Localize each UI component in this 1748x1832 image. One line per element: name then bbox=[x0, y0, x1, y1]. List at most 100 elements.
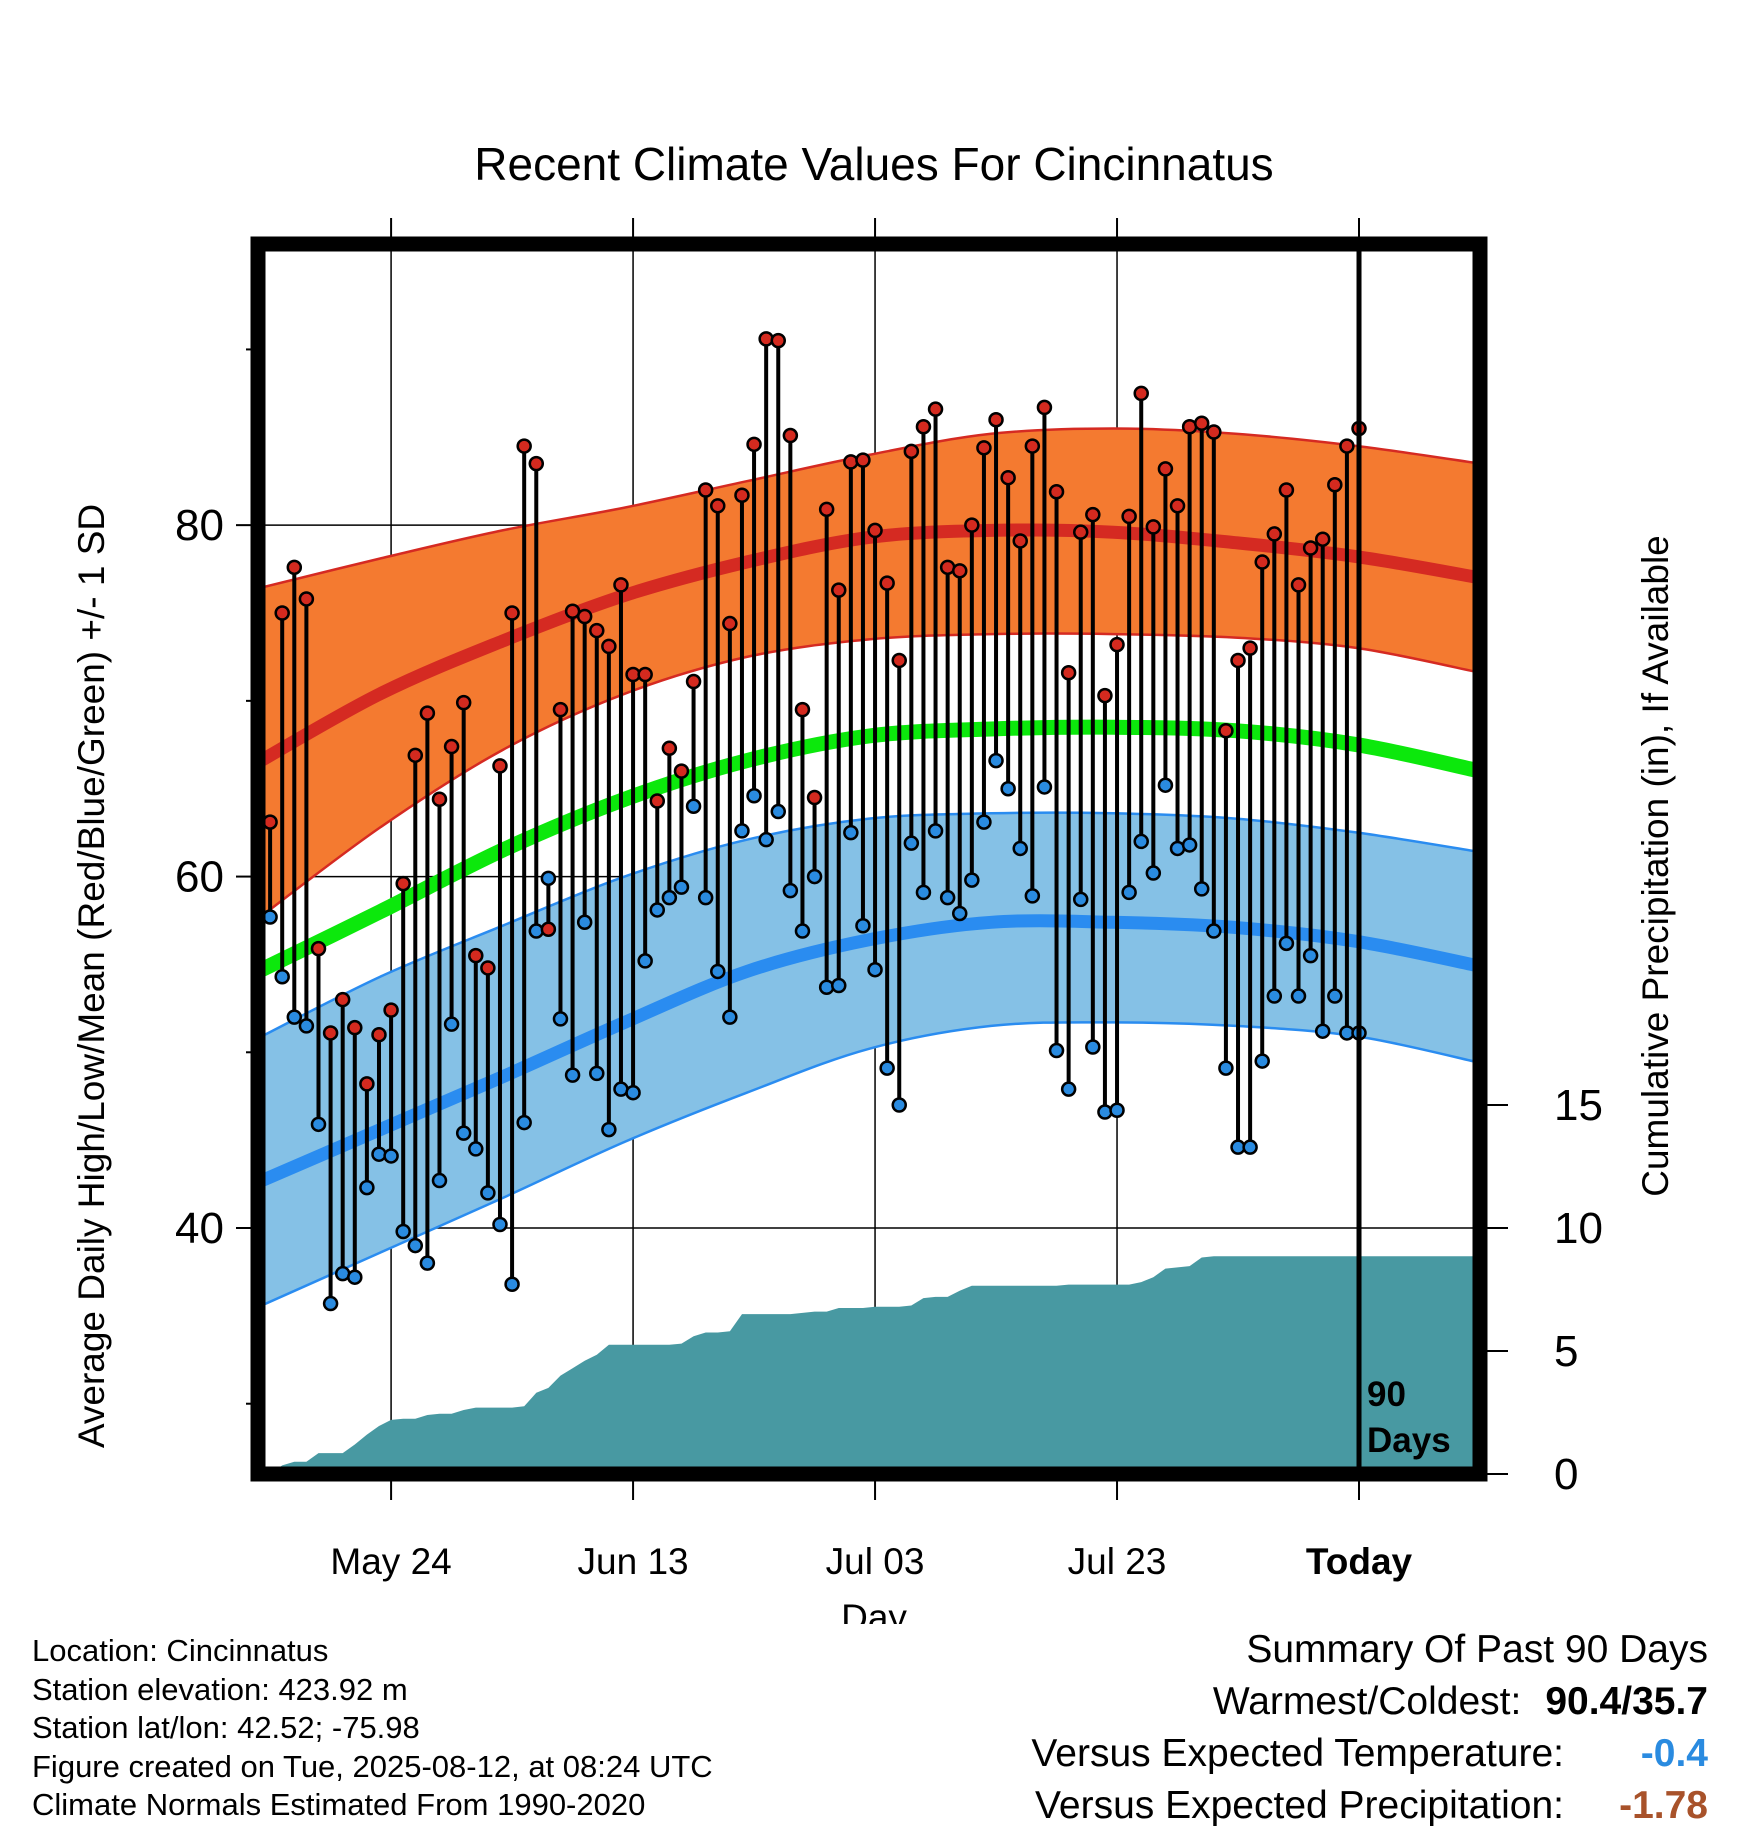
low-point-19 bbox=[492, 1216, 508, 1233]
low-point-13 bbox=[419, 1255, 436, 1271]
low-point-28 bbox=[601, 1121, 617, 1138]
high-point-2 bbox=[286, 559, 303, 576]
low-point-66 bbox=[1060, 1081, 1077, 1097]
low-point-42 bbox=[770, 803, 787, 820]
low-point-20 bbox=[504, 1276, 520, 1292]
high-point-75 bbox=[1169, 498, 1186, 514]
high-point-6 bbox=[334, 991, 351, 1008]
temp-label: Versus Expected Temperature: bbox=[1031, 1732, 1564, 1775]
high-point-55 bbox=[927, 401, 944, 417]
low-point-72 bbox=[1133, 833, 1149, 850]
high-point-58 bbox=[964, 517, 980, 533]
high-point-7 bbox=[347, 1019, 363, 1036]
high-point-22 bbox=[528, 455, 545, 472]
low-point-31 bbox=[637, 953, 653, 969]
high-point-26 bbox=[576, 608, 593, 625]
low-point-5 bbox=[322, 1295, 339, 1312]
high-point-39 bbox=[734, 487, 750, 504]
low-sd-band bbox=[258, 811, 1480, 1309]
low-point-9 bbox=[371, 1146, 387, 1162]
high-point-9 bbox=[371, 1026, 387, 1043]
high-point-87 bbox=[1314, 531, 1331, 547]
low-point-18 bbox=[480, 1185, 496, 1201]
high-point-32 bbox=[649, 793, 666, 809]
high-point-11 bbox=[395, 875, 411, 892]
high-point-73 bbox=[1145, 519, 1162, 535]
low-point-7 bbox=[347, 1269, 363, 1285]
low-point-16 bbox=[455, 1125, 472, 1141]
high-point-33 bbox=[661, 740, 678, 757]
low-point-26 bbox=[576, 914, 593, 931]
high-point-51 bbox=[879, 575, 895, 591]
high-point-89 bbox=[1339, 438, 1355, 454]
low-point-55 bbox=[927, 823, 944, 839]
high-point-5 bbox=[322, 1025, 339, 1041]
high-point-53 bbox=[903, 443, 920, 460]
low-point-88 bbox=[1327, 988, 1343, 1004]
high-point-62 bbox=[1012, 533, 1028, 549]
high-point-74 bbox=[1157, 461, 1174, 477]
temp-value: -0.4 bbox=[1640, 1732, 1708, 1775]
warm-cold-value: 90.4/35.7 bbox=[1545, 1680, 1708, 1723]
low-point-41 bbox=[758, 831, 774, 848]
location-text: Location: Cincinnatus bbox=[32, 1633, 329, 1668]
high-point-47 bbox=[831, 582, 847, 598]
x-tick-label-2: Jul 03 bbox=[826, 1541, 925, 1582]
low-point-46 bbox=[818, 979, 835, 996]
low-point-14 bbox=[431, 1172, 448, 1189]
warm-cold-label: Warmest/Coldest: bbox=[1212, 1680, 1522, 1723]
high-point-49 bbox=[855, 452, 871, 468]
low-point-3 bbox=[298, 1018, 315, 1034]
high-point-0 bbox=[262, 814, 278, 830]
high-point-37 bbox=[710, 498, 726, 514]
low-point-36 bbox=[697, 889, 714, 906]
high-point-80 bbox=[1230, 652, 1246, 669]
high-point-60 bbox=[988, 411, 1004, 428]
high-point-63 bbox=[1024, 438, 1041, 454]
low-point-65 bbox=[1048, 1042, 1065, 1059]
high-point-24 bbox=[552, 701, 569, 718]
high-point-79 bbox=[1218, 722, 1234, 739]
low-point-22 bbox=[528, 923, 545, 939]
low-point-58 bbox=[964, 872, 980, 888]
y2-tick-label-2: 10 bbox=[1554, 1204, 1603, 1253]
x-tick-label-0: May 24 bbox=[330, 1541, 451, 1582]
low-point-35 bbox=[685, 798, 702, 815]
high-point-41 bbox=[758, 331, 774, 347]
high-point-20 bbox=[504, 605, 520, 621]
axes: May 24 Jun 13 Jul 03 Jul 23 Today 40 60 80 0 5 10 1… bbox=[175, 218, 1603, 1582]
y-axis-label: Average Daily High/Low/Mean (Red/Blue/Gr… bbox=[71, 504, 112, 1448]
high-point-84 bbox=[1278, 482, 1295, 498]
low-point-40 bbox=[746, 787, 762, 804]
high-point-12 bbox=[407, 747, 424, 764]
low-point-70 bbox=[1109, 1102, 1125, 1119]
high-point-67 bbox=[1072, 524, 1089, 540]
high-point-72 bbox=[1133, 385, 1149, 402]
low-point-23 bbox=[540, 870, 557, 887]
x-tick-label-4: Today bbox=[1306, 1541, 1413, 1582]
high-point-43 bbox=[782, 427, 799, 444]
low-point-86 bbox=[1302, 947, 1319, 964]
low-point-2 bbox=[286, 1009, 303, 1025]
low-point-37 bbox=[710, 963, 726, 980]
low-point-87 bbox=[1314, 1023, 1331, 1039]
high-point-34 bbox=[673, 763, 690, 779]
low-point-68 bbox=[1085, 1039, 1101, 1055]
low-point-57 bbox=[951, 905, 968, 922]
high-point-38 bbox=[722, 615, 738, 632]
plot-frame bbox=[250, 236, 1488, 1482]
y-tick-label-2: 80 bbox=[175, 501, 224, 550]
x-axis-label: Day bbox=[841, 1597, 907, 1624]
high-point-52 bbox=[891, 652, 907, 669]
high-point-28 bbox=[601, 638, 617, 655]
station-info: Location: Cincinnatus Station elevation:… bbox=[32, 1632, 713, 1825]
x-tick-label-1: Jun 13 bbox=[578, 1541, 689, 1582]
precipitation-area bbox=[258, 1256, 1480, 1474]
low-point-76 bbox=[1181, 837, 1198, 853]
low-point-74 bbox=[1157, 777, 1174, 793]
low-point-85 bbox=[1290, 988, 1307, 1004]
climate-chart: Recent Climate Values For Cincinnatus 90… bbox=[71, 138, 1676, 1624]
high-point-46 bbox=[818, 501, 835, 518]
low-point-52 bbox=[891, 1097, 907, 1113]
precip-row: Versus Expected Precipitation: -1.78 bbox=[1031, 1780, 1708, 1832]
